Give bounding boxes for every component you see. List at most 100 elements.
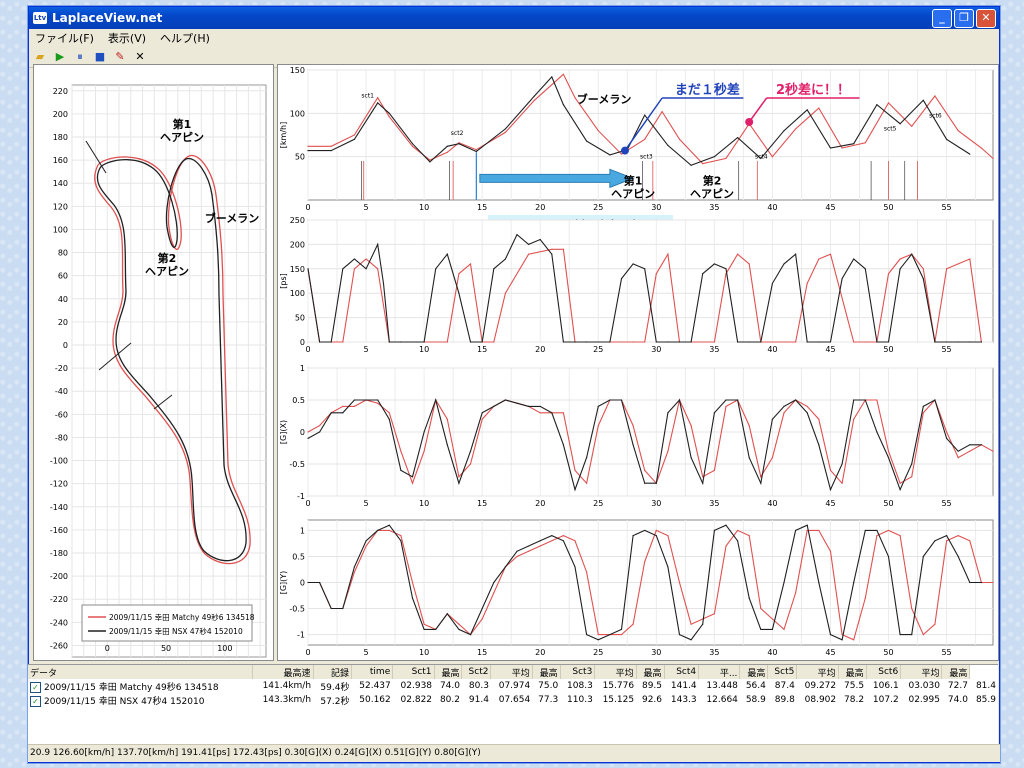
data-point-nsx bbox=[818, 581, 820, 584]
data-point-nsx bbox=[736, 399, 739, 401]
column-header[interactable]: Sct6 bbox=[866, 665, 902, 679]
map-legend: 2009/11/15 幸田 Matchy 49秒6 134518 2009/11/… bbox=[81, 604, 255, 642]
column-header[interactable]: 最高 bbox=[532, 665, 561, 679]
data-point-nsx bbox=[829, 147, 832, 149]
minimize-icon[interactable]: _ bbox=[932, 9, 952, 28]
table-cell: 80.2 bbox=[439, 695, 460, 705]
y-axis-label: [G](Y) bbox=[279, 571, 288, 595]
menu-help[interactable]: ヘルプ(H) bbox=[160, 32, 210, 45]
annotation-hairpin2: ヘアピン bbox=[690, 187, 734, 200]
data-point-nsx bbox=[365, 399, 367, 401]
track-line-nsx bbox=[96, 157, 247, 562]
pause-icon[interactable]: ⏸ bbox=[77, 50, 83, 63]
x-tick-label: 50 bbox=[883, 345, 893, 354]
table-cell: 09.272 bbox=[804, 681, 837, 691]
data-point-matchy bbox=[377, 268, 379, 270]
data-point-nsx bbox=[713, 412, 715, 414]
data-point-nsx bbox=[974, 581, 977, 584]
x-tick-label: 10 bbox=[419, 499, 429, 508]
data-point-nsx bbox=[876, 341, 878, 343]
data-point-nsx bbox=[435, 628, 437, 630]
column-header[interactable]: Sct4 bbox=[664, 665, 700, 679]
data-point-nsx bbox=[771, 628, 774, 630]
table-cell: 72.7 bbox=[947, 681, 968, 691]
data-point-nsx bbox=[551, 412, 553, 414]
menu-view[interactable]: 表示(V) bbox=[107, 32, 147, 45]
restore-icon[interactable]: ❐ bbox=[954, 9, 974, 28]
column-header[interactable]: 記録 bbox=[313, 665, 352, 679]
data-point-matchy bbox=[400, 450, 402, 452]
y-tick-label: -0.5 bbox=[289, 460, 305, 469]
data-point-nsx bbox=[876, 529, 878, 532]
column-header[interactable]: 最高 bbox=[739, 665, 769, 679]
map-ytick-label: 80 bbox=[58, 249, 68, 258]
column-header[interactable]: 最高 bbox=[434, 665, 463, 679]
data-point-matchy bbox=[841, 147, 843, 149]
data-point-matchy bbox=[771, 457, 774, 459]
column-header[interactable]: 最高 bbox=[636, 665, 665, 679]
map-ytick-label: 200 bbox=[53, 110, 68, 119]
data-point-matchy bbox=[678, 581, 681, 584]
x-tick-label: 5 bbox=[364, 203, 369, 212]
column-header[interactable]: Sct5 bbox=[767, 665, 798, 679]
data-point-nsx bbox=[806, 524, 808, 526]
table-cell: 110.3 bbox=[567, 695, 593, 705]
data-point-matchy bbox=[319, 425, 321, 427]
data-point-matchy bbox=[481, 618, 483, 620]
table-row[interactable]: ✓ 2009/11/15 幸田 Matchy 49秒6 134518 141.4km… bbox=[28, 679, 998, 693]
column-header[interactable]: Sct2 bbox=[461, 665, 492, 679]
data-point-matchy bbox=[632, 341, 634, 343]
map-ytick-label: 0 bbox=[63, 341, 68, 350]
column-header[interactable]: 平均 bbox=[490, 665, 533, 679]
menu-file[interactable]: ファイル(F) bbox=[35, 32, 94, 45]
y-tick-label: 150 bbox=[290, 265, 305, 274]
close-icon[interactable]: ✕ bbox=[976, 9, 996, 28]
data-point-nsx bbox=[795, 529, 797, 532]
data-point-nsx bbox=[702, 273, 704, 275]
chart-speed: 50 100 150 0 5 10 15 20 25 30 35 40 45 50 55 [km/h] sct1… bbox=[279, 66, 994, 239]
data-point-matchy bbox=[748, 263, 750, 265]
data-point-matchy bbox=[702, 163, 704, 165]
data-point-nsx bbox=[911, 253, 913, 255]
table-cell: 52.437 bbox=[359, 681, 391, 691]
column-header[interactable]: 最高 bbox=[941, 665, 971, 679]
column-header[interactable]: Sct1 bbox=[392, 665, 435, 679]
pen-icon[interactable]: ✎ bbox=[115, 50, 125, 63]
data-point-nsx bbox=[713, 263, 715, 265]
stop-icon[interactable]: ■ bbox=[94, 50, 106, 63]
column-header[interactable]: 平均 bbox=[796, 665, 839, 679]
legend-label-nsx: 2009/11/15 幸田 NSX 47秒4 152010 bbox=[109, 626, 243, 636]
column-header[interactable]: データ bbox=[28, 665, 253, 679]
column-header[interactable]: 平均 bbox=[900, 665, 943, 679]
data-point-matchy bbox=[388, 529, 390, 532]
column-header[interactable]: time bbox=[351, 665, 394, 679]
row-checkbox[interactable]: ✓ bbox=[30, 695, 41, 707]
data-point-nsx bbox=[458, 628, 460, 630]
data-point-matchy bbox=[678, 138, 681, 140]
data-point-nsx bbox=[899, 268, 901, 270]
annotation-dot-1 bbox=[620, 146, 629, 155]
table-cell: 106.1 bbox=[872, 681, 899, 691]
data-point-nsx bbox=[818, 341, 820, 343]
column-header[interactable]: Sct3 bbox=[560, 665, 596, 679]
open-folder-icon[interactable]: ▰ bbox=[35, 50, 45, 63]
data-point-matchy bbox=[922, 633, 924, 636]
x-tick-label: 40 bbox=[767, 345, 777, 354]
table-row[interactable]: ✓ 2009/11/15 幸田 NSX 47秒4 152010 143.3km/h 5… bbox=[28, 693, 998, 707]
data-point-matchy bbox=[353, 268, 356, 270]
annotation-leader-2 bbox=[748, 97, 768, 123]
data-point-matchy bbox=[911, 125, 913, 127]
table-cell: 141.4 bbox=[670, 681, 697, 691]
data-point-matchy bbox=[469, 463, 472, 465]
close-x-icon[interactable]: ✕ bbox=[135, 50, 145, 63]
play-icon[interactable]: ▶ bbox=[55, 50, 65, 63]
column-header[interactable]: 最高 bbox=[838, 665, 867, 679]
data-point-nsx bbox=[400, 540, 402, 542]
data-point-matchy bbox=[818, 418, 820, 420]
column-header[interactable]: 最高速 bbox=[252, 665, 314, 679]
map-ytick-label: -80 bbox=[55, 433, 68, 442]
column-header[interactable]: 平... bbox=[698, 665, 741, 679]
row-checkbox[interactable]: ✓ bbox=[30, 681, 41, 693]
column-header[interactable]: 平均 bbox=[594, 665, 637, 679]
data-point-matchy bbox=[377, 402, 379, 404]
